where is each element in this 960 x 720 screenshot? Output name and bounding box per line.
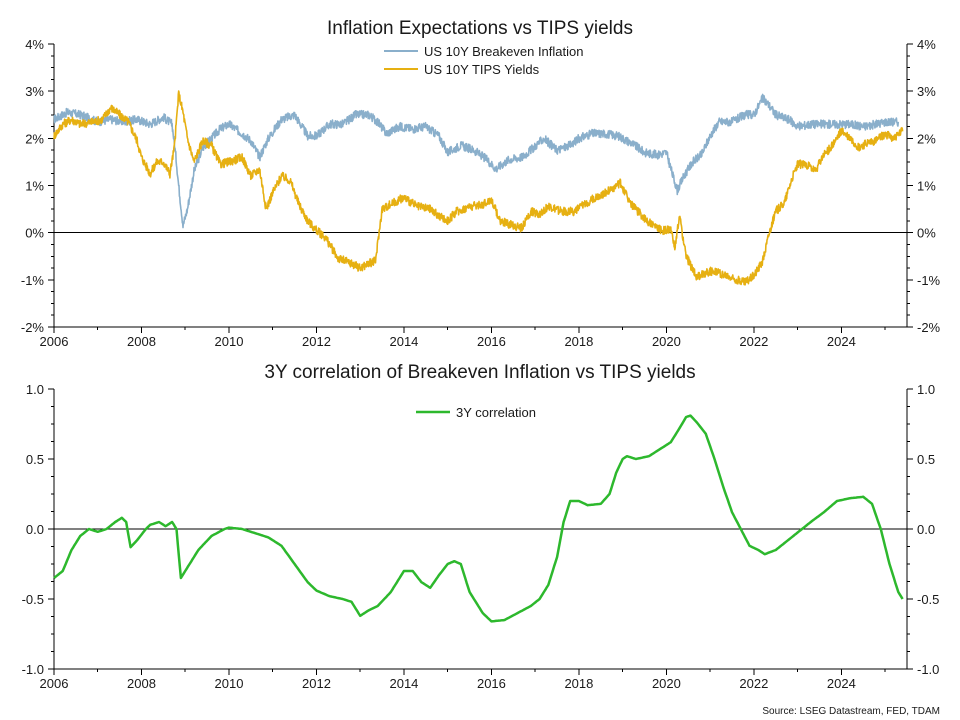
y-tick-label-right: 1.0: [917, 382, 935, 397]
inflation-expectations-panel: Inflation Expectations vs TIPS yields 20…: [21, 18, 941, 349]
source-note: Source: LSEG Datastream, FED, TDAM: [762, 706, 940, 717]
x-tick-label: 2010: [215, 334, 244, 349]
y-tick-label-right: 0.5: [917, 452, 935, 467]
y-tick-label-left: 2%: [25, 131, 44, 146]
y-tick-label-left: 0.5: [26, 452, 44, 467]
y-tick-label-left: 3%: [25, 84, 44, 99]
y-tick-label-left: -0.5: [22, 592, 44, 607]
x-tick-label: 2006: [40, 334, 69, 349]
y-tick-label-left: -2%: [21, 320, 45, 335]
x-tick-label: 2016: [477, 676, 506, 691]
y-tick-label-right: 1%: [917, 179, 936, 194]
x-tick-label: 2022: [739, 334, 768, 349]
series-lines: [53, 90, 904, 286]
x-tick-label: 2018: [564, 334, 593, 349]
axis-ticks: 2006 2008 2010 2012 2014 2016 2018 2020 2022 2024…: [22, 382, 940, 691]
legend-label-correlation: 3Y correlation: [456, 405, 536, 420]
x-tick-label: 2014: [389, 334, 418, 349]
x-tick-label: 2012: [302, 334, 331, 349]
y-tick-label-right: 2%: [917, 131, 936, 146]
y-tick-label-right: 0%: [917, 226, 936, 241]
axis-ticks: 2006 2008 2010 2012 2014 2016 2018 2020 2022 2024…: [21, 37, 941, 349]
y-tick-label-left: 1.0: [26, 382, 44, 397]
x-tick-label: 2016: [477, 334, 506, 349]
series-line-tips: [53, 90, 904, 286]
chart-title: 3Y correlation of Breakeven Inflation vs…: [264, 362, 695, 383]
y-tick-label-left: 1%: [25, 179, 44, 194]
x-tick-label: 2010: [215, 676, 244, 691]
y-tick-label-left: 0%: [25, 226, 44, 241]
legend-label-breakeven: US 10Y Breakeven Inflation: [424, 44, 583, 59]
legend: US 10Y Breakeven Inflation US 10Y TIPS Y…: [384, 44, 583, 77]
correlation-panel: 3Y correlation of Breakeven Inflation vs…: [22, 362, 940, 691]
y-tick-label-left: 0.0: [26, 522, 44, 537]
x-tick-label: 2012: [302, 676, 331, 691]
x-tick-label: 2008: [127, 334, 156, 349]
series-line-breakeven: [53, 93, 900, 229]
y-tick-label-right: -1.0: [917, 662, 939, 677]
x-tick-label: 2014: [389, 676, 418, 691]
x-tick-label: 2020: [652, 676, 681, 691]
y-tick-label-right: 4%: [917, 37, 936, 52]
x-tick-label: 2018: [564, 676, 593, 691]
y-tick-label-right: -2%: [917, 320, 941, 335]
series-line-correlation: [53, 414, 904, 623]
y-tick-label-right: 0.0: [917, 522, 935, 537]
y-tick-label-right: 3%: [917, 84, 936, 99]
series-lines: [53, 414, 904, 623]
y-tick-label-right: -0.5: [917, 592, 939, 607]
x-tick-label: 2006: [40, 676, 69, 691]
legend-label-tips: US 10Y TIPS Yields: [424, 62, 540, 77]
x-tick-label: 2024: [827, 334, 856, 349]
y-tick-label-left: -1.0: [22, 662, 44, 677]
y-tick-label-left: -1%: [21, 273, 45, 288]
x-tick-label: 2022: [739, 676, 768, 691]
x-tick-label: 2024: [827, 676, 856, 691]
y-tick-label-left: 4%: [25, 37, 44, 52]
legend: 3Y correlation: [416, 405, 536, 420]
y-tick-label-right: -1%: [917, 273, 941, 288]
chart-title: Inflation Expectations vs TIPS yields: [327, 18, 633, 39]
x-tick-label: 2020: [652, 334, 681, 349]
x-tick-label: 2008: [127, 676, 156, 691]
